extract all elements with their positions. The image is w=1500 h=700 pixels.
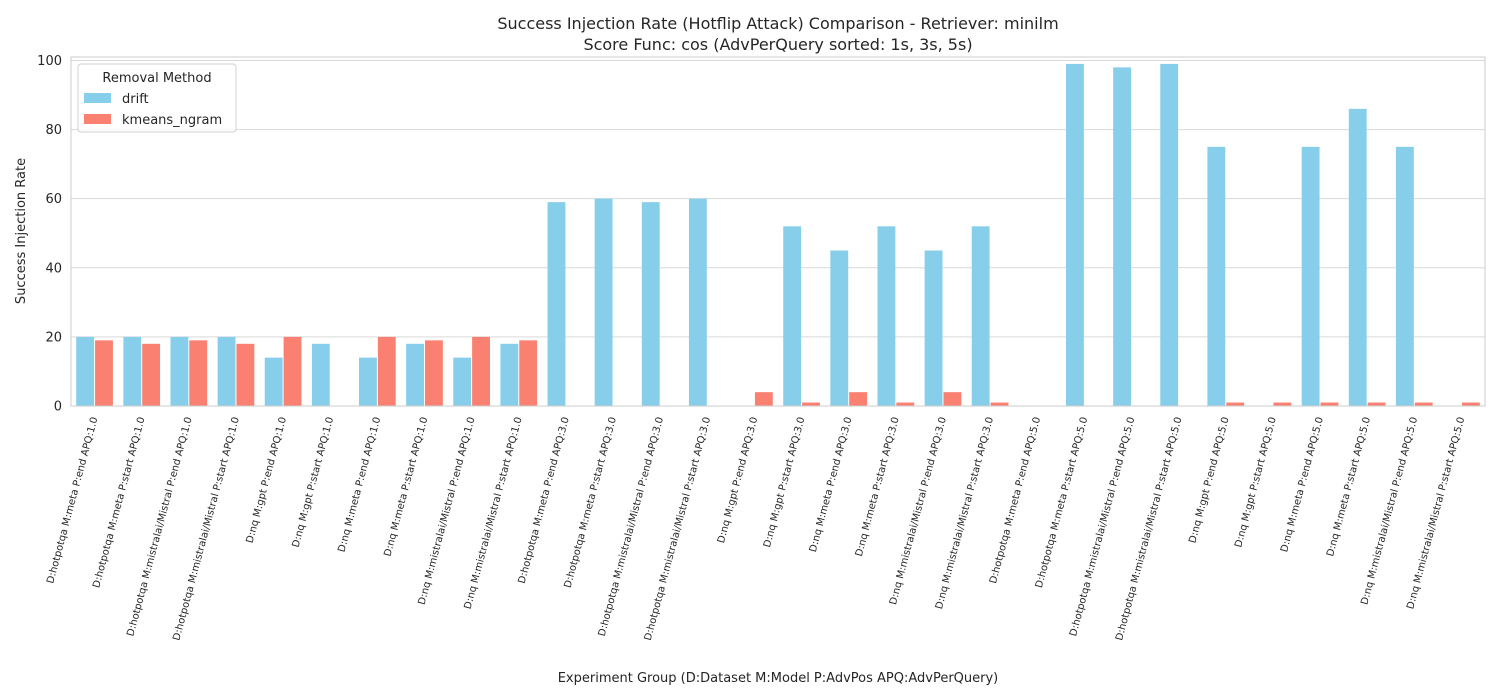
x-tick-label: D:nq M:meta P:start APQ:3.0 [854,416,902,558]
x-tick-label: D:nq M:gpt P:start APQ:1.0 [291,416,336,549]
bar-kmeans-ngram [896,402,915,406]
bar-drift [453,357,472,406]
plot-frame [70,56,1486,407]
bar-drift [170,336,189,406]
y-tick-labels: 0 20 40 60 80 100 [37,54,62,415]
x-tick-label: D:nq M:gpt P:end APQ:3.0 [716,416,760,545]
x-tick-label: D:nq M:gpt P:end APQ:1.0 [245,416,289,545]
bar-kmeans-ngram [1226,402,1245,406]
bar-kmeans-ngram [425,340,443,406]
legend-label-kmeans-ngram: kmeans_ngram [122,113,222,128]
bar-drift [971,226,990,406]
bar-kmeans-ngram [1414,402,1433,406]
x-tick-label: D:nq M:mistralai/Mistral P:end APQ:5.0 [1359,416,1420,606]
bar-kmeans-ngram [1273,402,1292,406]
bar-drift [594,198,613,406]
legend-title: Removal Method [102,71,211,86]
x-tick-label: D:nq M:mistralai/Mistral P:end APQ:3.0 [888,416,949,606]
bar-kmeans-ngram [849,392,868,406]
x-axis-title: Experiment Group (D:Dataset M:Model P:Ad… [558,671,999,686]
x-tick-label: D:nq M:mistralai/Mistral P:start APQ:5.0 [1405,416,1467,611]
grid-lines [71,59,1485,407]
bar-drift [641,202,660,406]
bar-kmeans-ngram [472,336,490,406]
bar-drift [359,357,377,406]
bar-drift [688,198,707,406]
legend-label-drift: drift [122,92,149,107]
bar-drift [76,336,95,406]
bar-drift [1066,63,1084,407]
bar-kmeans-ngram [95,340,113,406]
bar-drift [1160,63,1179,407]
y-tick-label: 60 [45,192,62,207]
bars [76,63,1480,407]
x-tick-label: D:nq M:gpt P:start APQ:5.0 [1233,416,1278,549]
bar-drift [1113,67,1131,406]
x-tick-label: D:nq M:meta P:end APQ:5.0 [1279,416,1326,554]
bar-kmeans-ngram [189,340,208,406]
bar-kmeans-ngram [519,340,538,406]
x-tick-label: D:hotpotqa M:meta P:end APQ:5.0 [988,416,1043,585]
x-tick-label: D:nq M:meta P:start APQ:5.0 [1325,416,1373,558]
bar-kmeans-ngram [1461,402,1480,406]
x-tick-label: D:nq M:meta P:end APQ:3.0 [808,416,855,554]
bar-drift [264,357,283,406]
chart-title: Success Injection Rate (Hotflip Attack) … [497,14,1058,33]
bar-drift [1207,146,1226,406]
bar-drift [1395,146,1414,406]
x-tick-label: D:nq M:meta P:start APQ:1.0 [383,416,431,558]
bar-drift [311,343,330,406]
x-tick-label: D:hotpotqa M:meta P:start APQ:5.0 [1034,416,1090,589]
y-tick-label: 40 [45,261,62,276]
y-tick-label: 0 [54,400,62,415]
x-tick-label: D:hotpotqa M:meta P:start APQ:1.0 [91,416,147,589]
x-tick-label: D:hotpotqa M:meta P:start APQ:3.0 [563,416,619,589]
bar-drift [217,336,236,406]
legend-box [77,63,237,133]
x-tick-label: D:hotpotqa M:meta P:end APQ:1.0 [45,416,100,585]
x-tick-label: D:nq M:gpt P:start APQ:3.0 [762,416,807,549]
legend: Removal Method drift kmeans_ngram [77,63,237,133]
x-tick-label: D:nq M:mistralai/Mistral P:start APQ:3.0 [934,416,996,611]
bar-kmeans-ngram [802,402,820,406]
x-tick-labels: D:hotpotqa M:meta P:end APQ:1.0D:hotpotq… [45,416,1467,642]
bar-drift [547,202,566,406]
bar-kmeans-ngram [943,392,962,406]
bar-kmeans-ngram [377,336,396,406]
chart-subtitle: Score Func: cos (AdvPerQuery sorted: 1s,… [583,35,972,54]
y-tick-label: 100 [37,54,62,69]
bar-kmeans-ngram [142,343,161,406]
bar-drift [1301,146,1320,406]
x-tick-label: D:nq M:mistralai/Mistral P:end APQ:1.0 [417,416,478,606]
x-tick-label: D:nq M:mistralai/Mistral P:start APQ:1.0 [463,416,525,611]
bar-kmeans-ngram [1320,402,1339,406]
x-tick-label: D:hotpotqa M:meta P:end APQ:3.0 [517,416,572,585]
bar-drift [123,336,142,406]
bar-drift [830,250,849,406]
bar-drift [877,226,896,406]
bar-kmeans-ngram [754,392,773,406]
bar-drift [1348,108,1367,407]
bar-kmeans-ngram [1367,402,1386,406]
bar-drift [500,343,519,406]
x-tick-label: D:nq M:meta P:end APQ:1.0 [337,416,384,554]
bar-drift [924,250,943,406]
y-axis-title: Success Injection Rate [14,158,29,304]
bar-drift [783,226,802,406]
bar-kmeans-ngram [990,402,1009,406]
legend-swatch-drift [84,93,111,103]
y-tick-label: 80 [45,123,62,138]
y-tick-label: 20 [45,330,62,345]
x-tick-label: D:nq M:gpt P:end APQ:5.0 [1187,416,1231,545]
bar-drift [406,343,424,406]
bar-kmeans-ngram [236,343,255,406]
legend-swatch-kmeans-ngram [84,114,111,124]
bar-kmeans-ngram [283,336,302,406]
